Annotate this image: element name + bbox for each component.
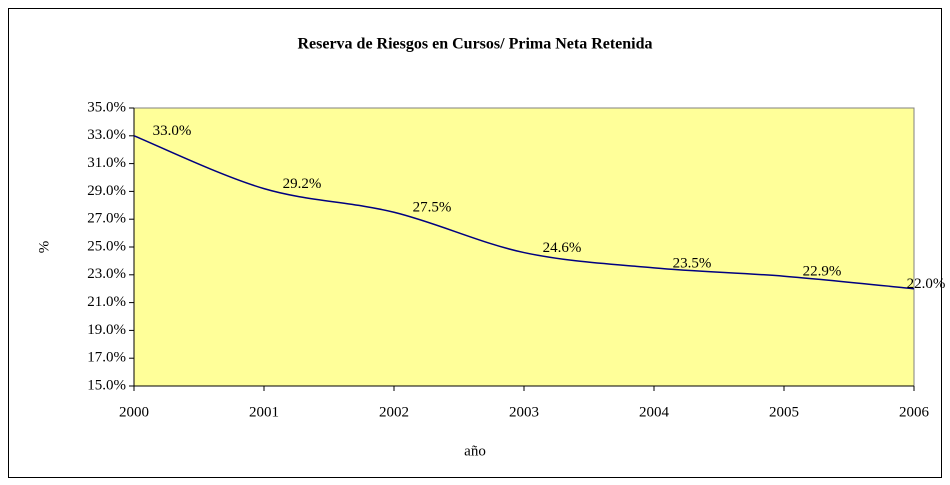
y-tick-label: 23.0% — [87, 266, 126, 282]
data-label: 22.0% — [907, 276, 946, 292]
y-tick-label: 19.0% — [87, 322, 126, 338]
y-tick-label: 27.0% — [87, 211, 126, 227]
x-tick-label: 2004 — [639, 404, 670, 420]
line — [133, 135, 915, 290]
x-tick-label: 2002 — [379, 404, 409, 420]
data-label: 23.5% — [673, 255, 712, 271]
data-label: 29.2% — [283, 176, 322, 192]
x-tick-label: 2001 — [249, 404, 279, 420]
data-label: 22.9% — [803, 264, 842, 280]
y-tick-label: 31.0% — [87, 155, 126, 171]
x-tick-label: 2000 — [119, 404, 149, 420]
y-tick-label: 35.0% — [87, 99, 126, 115]
y-tick-label: 33.0% — [87, 127, 126, 143]
y-tick-label: 29.0% — [87, 183, 126, 199]
y-tick-label: 25.0% — [87, 238, 126, 254]
y-tick-label: 21.0% — [87, 294, 126, 310]
x-tick-label: 2006 — [899, 404, 930, 420]
x-tick-label: 2003 — [509, 404, 539, 420]
plot-area — [133, 107, 915, 387]
x-axis-label: año — [464, 443, 486, 459]
y-tick-label: 15.0% — [87, 377, 126, 393]
x-tick-label: 2005 — [769, 404, 799, 420]
data-label: 24.6% — [543, 240, 582, 256]
data-label: 27.5% — [413, 200, 452, 216]
y-tick-label: 17.0% — [87, 350, 126, 366]
y-axis-label: % — [36, 241, 52, 254]
data-label: 33.0% — [153, 123, 192, 139]
chart-title: Reserva de Riesgos en Cursos/ Prima Neta… — [297, 36, 652, 53]
